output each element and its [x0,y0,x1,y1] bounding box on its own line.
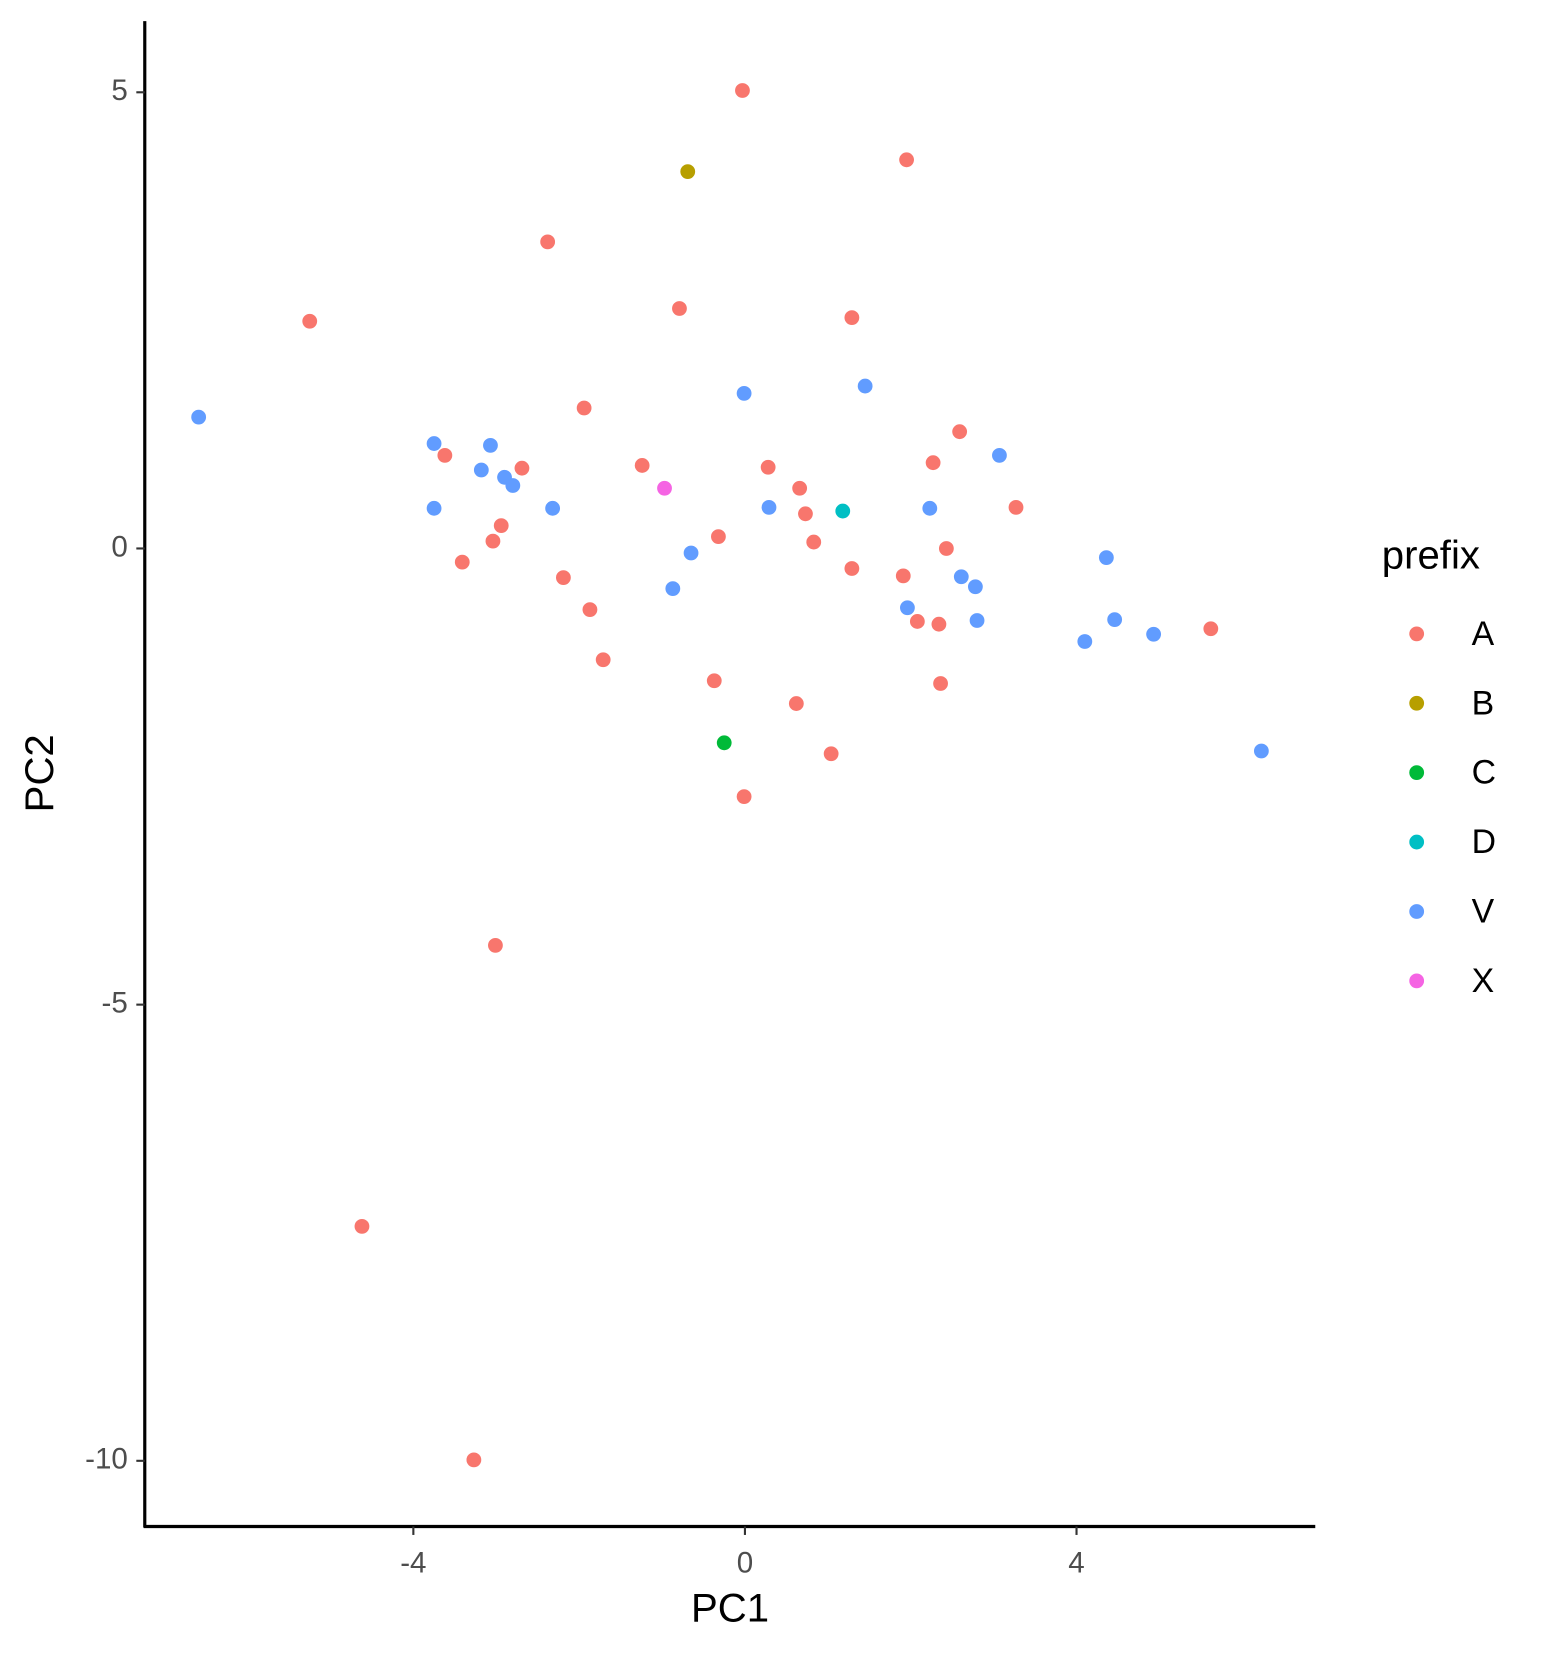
point [895,568,911,584]
point [426,436,442,451]
point [952,424,968,440]
point [844,561,860,576]
point [657,480,672,496]
point [706,673,722,689]
point [931,616,947,632]
point [634,458,650,473]
point [938,541,954,556]
point [672,301,687,316]
point [736,789,752,805]
point [922,500,938,516]
point [426,500,442,516]
point [899,152,914,168]
point [736,385,752,401]
point [354,1218,370,1234]
y-tick-label: -5 [102,986,128,1019]
point [760,459,776,475]
legend-title: prefix [1382,532,1480,577]
point [683,545,699,561]
point [1146,626,1162,642]
point [545,500,561,516]
point [680,164,696,180]
point [857,378,873,394]
legend-label: X [1472,962,1495,1000]
point [576,400,592,416]
point [595,652,611,668]
point [485,533,501,549]
legend-marker [1409,695,1425,711]
point [1077,634,1093,649]
point [556,570,571,586]
y-axis-title: PC2 [17,734,62,812]
point [967,579,983,595]
point [844,310,860,326]
legend-label: C [1472,754,1496,792]
point [806,534,822,550]
point [1098,550,1114,565]
legend-marker [1409,834,1425,850]
point [191,409,207,425]
legend-marker [1409,626,1425,642]
point [992,448,1007,463]
point [302,313,318,329]
point [1253,743,1269,759]
point [1008,500,1024,515]
point [473,462,489,478]
point [540,234,556,250]
point [900,600,915,616]
point [514,460,530,476]
point [798,506,813,522]
point [483,437,498,453]
legend-label: B [1472,684,1495,722]
point [1107,612,1123,628]
legend-marker [1409,904,1425,919]
point [823,746,839,762]
x-tick-label: -4 [400,1546,426,1579]
point [1203,621,1219,637]
point [493,518,509,534]
x-tick-label: 4 [1068,1546,1084,1579]
point [761,500,777,515]
point [437,448,453,463]
y-tick-label: 0 [111,530,127,563]
x-axis-title: PC1 [691,1586,769,1631]
point [665,581,681,597]
point [933,676,948,691]
point [953,569,969,585]
legend-marker [1409,973,1425,989]
point [711,529,726,544]
point [454,554,470,570]
point [969,613,985,628]
point [582,602,598,617]
point [505,478,521,493]
legend-label: D [1472,823,1496,861]
point [835,503,851,519]
point [792,480,808,496]
legend-label: V [1472,892,1495,930]
legend-label: A [1472,615,1495,653]
point [716,735,732,751]
point [488,937,503,953]
point [788,696,804,711]
y-tick-label: 5 [111,74,127,107]
legend-marker [1409,765,1425,781]
point [909,614,925,629]
x-tick-label: 0 [737,1546,753,1579]
point [466,1452,482,1468]
point [735,83,750,98]
point [925,455,941,471]
y-tick-label: -10 [85,1443,128,1476]
